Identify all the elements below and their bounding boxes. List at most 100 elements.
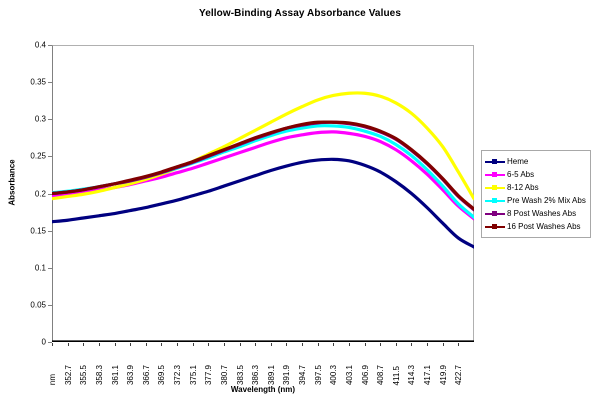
y-axis-tick-label: 0.2 (34, 189, 46, 198)
x-axis-tick-label: 369.5 (157, 364, 167, 385)
x-axis-tick-label: nm (48, 373, 57, 385)
y-axis-tick-mark (48, 193, 52, 195)
x-axis-tick-mark (286, 343, 288, 346)
y-axis-tick-mark (48, 45, 52, 46)
x-axis-tick-label: 375.1 (188, 364, 198, 385)
series-line (52, 91, 474, 201)
x-axis-tick-label: 391.9 (282, 364, 292, 385)
x-axis-title: Wavelength (nm) (230, 385, 296, 394)
x-axis-tick-label: 366.7 (141, 364, 151, 385)
y-axis-tick-mark (48, 267, 52, 269)
legend-item[interactable]: Pre Wash 2% Mix Abs (485, 194, 586, 207)
x-axis-tick-mark (395, 343, 397, 346)
legend-item-label: Heme (507, 157, 529, 166)
legend-item[interactable]: 16 Post Washes Abs (485, 220, 586, 233)
x-axis-tick-label: 380.7 (219, 364, 229, 385)
x-axis-tick-mark (145, 343, 147, 346)
legend-item-label: 8 Post Washes Abs (507, 209, 577, 218)
plot-area-frame (52, 45, 474, 342)
x-axis-tick-label: 419.9 (438, 364, 448, 385)
y-axis-tick-label: 0.1 (34, 263, 46, 273)
x-axis-tick-label: 397.5 (313, 364, 323, 385)
x-axis-tick-label: 372.3 (173, 364, 183, 385)
x-axis-tick-mark (177, 343, 179, 346)
legend-dot-icon (492, 211, 497, 216)
y-axis-tick-label: 0.4 (34, 40, 46, 50)
x-axis-tick-mark (302, 343, 304, 346)
x-axis-tick-label: 383.5 (235, 364, 245, 385)
x-axis-tick-label: 411.5 (391, 365, 401, 385)
legend-dot-icon (492, 172, 497, 177)
x-axis-tick-label: 389.1 (266, 364, 276, 385)
series-line (52, 130, 474, 221)
legend-swatch-icon (485, 182, 505, 193)
x-axis-tick-label: 358.3 (94, 364, 104, 385)
legend-item-label: Pre Wash 2% Mix Abs (507, 196, 586, 205)
legend-item-label: 8-12 Abs (507, 183, 539, 192)
x-axis-tick-label: 386.3 (251, 364, 261, 385)
y-axis-tick-mark (48, 119, 52, 121)
x-axis-tick-label: 417.1 (423, 364, 433, 385)
y-axis-tick-labels: 0 0.05 0.1 0.15 0.2 0.25 0.3 0.35 0.4 (0, 41, 52, 347)
x-axis-tick-mark (255, 343, 257, 346)
x-axis-tick-mark (114, 343, 116, 346)
legend-item[interactable]: 8 Post Washes Abs (485, 207, 586, 220)
legend-item[interactable]: 8-12 Abs (485, 181, 586, 194)
x-axis-tick-mark (52, 343, 53, 346)
y-axis-tick-label: 0.05 (30, 300, 46, 310)
x-axis-tick-mark (411, 343, 413, 346)
x-axis-tick-mark (161, 343, 163, 346)
legend-dot-icon (492, 224, 497, 229)
x-axis-tick-label: 403.1 (344, 364, 354, 385)
y-axis-tick-mark (48, 156, 52, 158)
x-axis-tick-mark (192, 343, 194, 346)
legend-item[interactable]: 6-5 Abs (485, 168, 586, 181)
x-axis-tick-label: 422.7 (454, 364, 464, 385)
x-axis-tick-mark (317, 343, 319, 346)
y-axis-tick-mark (48, 304, 52, 306)
x-axis-tick-mark (348, 343, 350, 346)
x-axis-tick-mark (333, 343, 335, 346)
y-axis-tick-label: 0 (41, 337, 46, 347)
series-line (52, 157, 474, 249)
x-axis-tick-label: 361.1 (110, 364, 120, 385)
x-axis-tick-mark (380, 343, 382, 346)
legend-dot-icon (492, 159, 497, 164)
x-axis-tick-mark (270, 343, 272, 346)
x-axis-tick-mark (458, 343, 460, 346)
legend-swatch-icon (485, 221, 505, 232)
x-axis-tick-mark (208, 343, 210, 346)
x-axis-tick-labels: nm 352.7 355.5 358.3 361.1 363.9 366.7 369.5 372… (48, 343, 474, 385)
legend-swatch-icon (485, 208, 505, 219)
legend-swatch-icon (485, 156, 505, 167)
x-axis-tick-mark (364, 343, 366, 346)
x-axis-tick-label: 400.3 (329, 364, 339, 385)
plot-series-canvas (52, 91, 474, 342)
y-axis-tick-label: 0.3 (34, 114, 46, 124)
chart-legend: Heme 6-5 Abs 8-12 Abs Pre Wash 2% Mix Abs 8 … (481, 150, 591, 238)
y-axis-tick-mark (48, 230, 52, 232)
y-axis-tick-label: 0.25 (30, 151, 46, 161)
legend-dot-icon (492, 185, 497, 190)
legend-dot-icon (492, 198, 497, 203)
y-axis-tick-label: 0.35 (30, 77, 46, 87)
x-axis-tick-label: 377.9 (204, 364, 214, 385)
x-axis-tick-mark (427, 343, 429, 346)
x-axis-tick-mark (442, 343, 444, 346)
y-axis-tick-label: 0.15 (30, 226, 46, 236)
legend-swatch-icon (485, 169, 505, 180)
x-axis-tick-label: 352.7 (63, 364, 73, 385)
x-axis-tick-label: 394.7 (298, 364, 308, 385)
x-axis-tick-mark (98, 343, 100, 346)
x-axis-tick-label: 414.3 (407, 364, 417, 385)
y-axis-tick-mark (48, 342, 52, 343)
x-axis-tick-mark (83, 343, 85, 346)
x-axis-tick-label: 363.9 (126, 364, 136, 385)
y-axis-tick-mark (48, 82, 52, 84)
legend-swatch-icon (485, 195, 505, 206)
x-axis-tick-label: 408.7 (376, 364, 386, 385)
chart-title: Yellow-Binding Assay Absorbance Values (198, 8, 401, 19)
x-axis-tick-label: 406.9 (360, 364, 370, 385)
legend-item[interactable]: Heme (485, 155, 586, 168)
